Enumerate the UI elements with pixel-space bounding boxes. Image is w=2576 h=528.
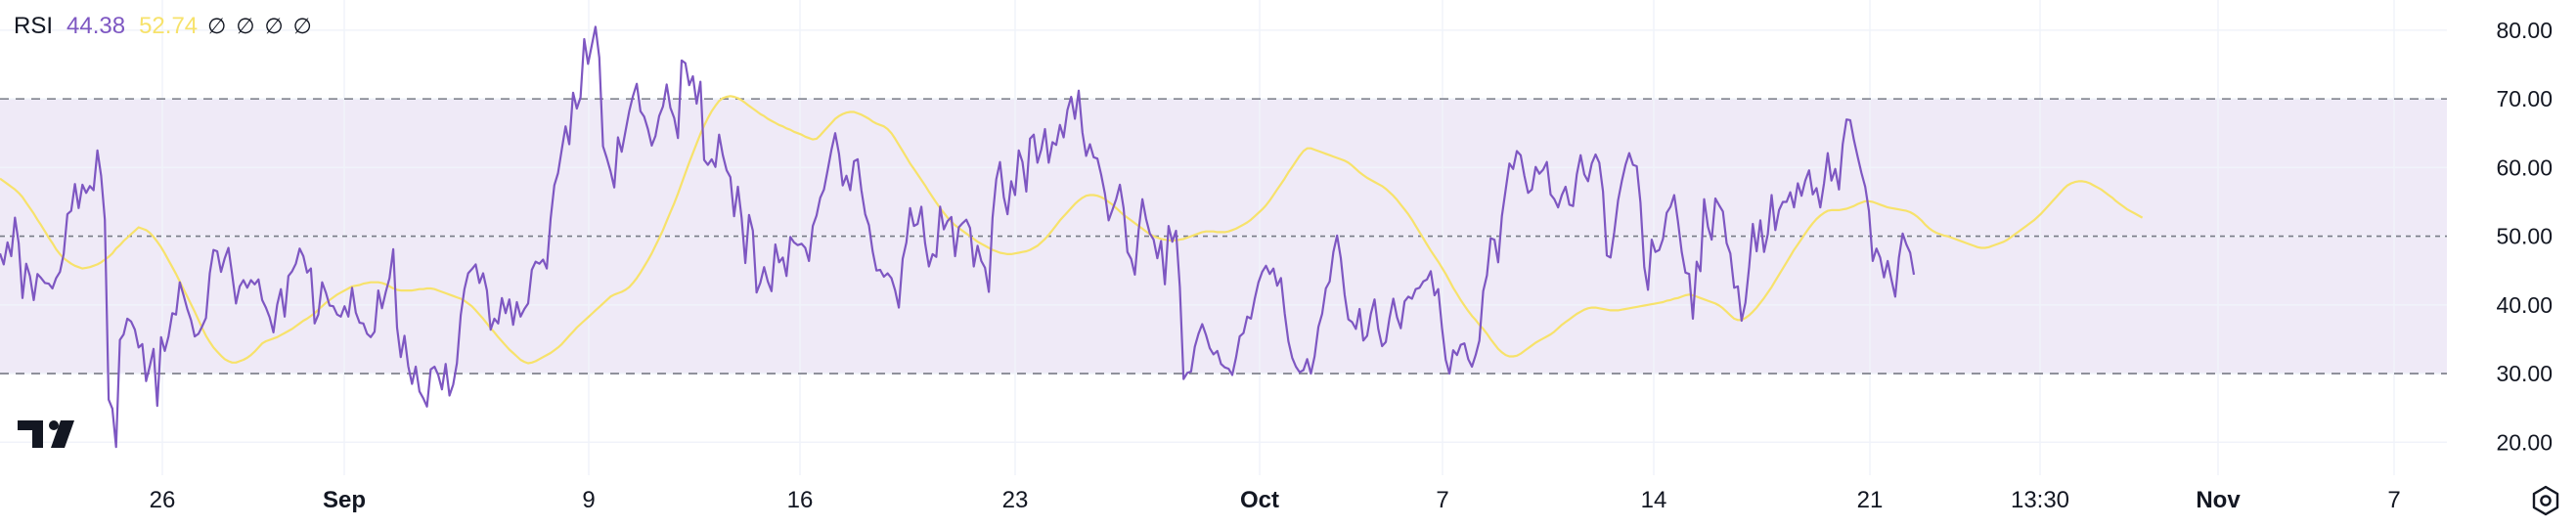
x-tick-label: 9: [582, 487, 595, 513]
y-tick-label: 30.00: [2496, 361, 2553, 386]
x-tick-label: 7: [1436, 487, 1448, 513]
indicator-name: RSI: [14, 13, 54, 39]
x-tick-label: 7: [2387, 487, 2400, 513]
y-tick-label: 70.00: [2496, 86, 2553, 111]
na-value-1: ∅: [207, 14, 227, 38]
x-tick-label: Sep: [323, 487, 366, 513]
price-scale[interactable]: 80.00 70.00 60.00 50.00 40.00 30.00 20.00: [2496, 18, 2553, 455]
x-tick-label: 13:30: [2011, 487, 2069, 513]
na-value-3: ∅: [264, 14, 284, 38]
rsi-ma-value: 52.74: [139, 13, 199, 39]
na-value-4: ∅: [292, 14, 312, 38]
rsi-line: [0, 25, 1916, 449]
y-tick-label: 60.00: [2496, 154, 2553, 180]
y-tick-label: 20.00: [2496, 429, 2553, 455]
x-tick-label: 21: [1857, 487, 1884, 513]
x-tick-label: Oct: [1240, 487, 1279, 513]
x-tick-label: 26: [150, 487, 176, 513]
rsi-value: 44.38: [67, 13, 126, 39]
x-tick-label: Nov: [2196, 487, 2241, 513]
time-scale[interactable]: 26 Sep 9 16 23 Oct 7 14 21 13:30 Nov 7: [150, 487, 2401, 513]
x-tick-label: 16: [787, 487, 814, 513]
settings-hexagon-icon[interactable]: [2531, 485, 2560, 521]
x-tick-label: 14: [1641, 487, 1667, 513]
rsi-ma-line: [0, 95, 2144, 365]
tradingview-logo-icon[interactable]: [18, 418, 82, 455]
y-tick-label: 50.00: [2496, 224, 2553, 249]
na-value-2: ∅: [236, 14, 255, 38]
y-tick-label: 40.00: [2496, 292, 2553, 318]
y-tick-label: 80.00: [2496, 18, 2553, 43]
x-tick-label: 23: [1002, 487, 1029, 513]
indicator-legend[interactable]: RSI 44.38 52.74 ∅ ∅ ∅ ∅: [14, 12, 312, 41]
